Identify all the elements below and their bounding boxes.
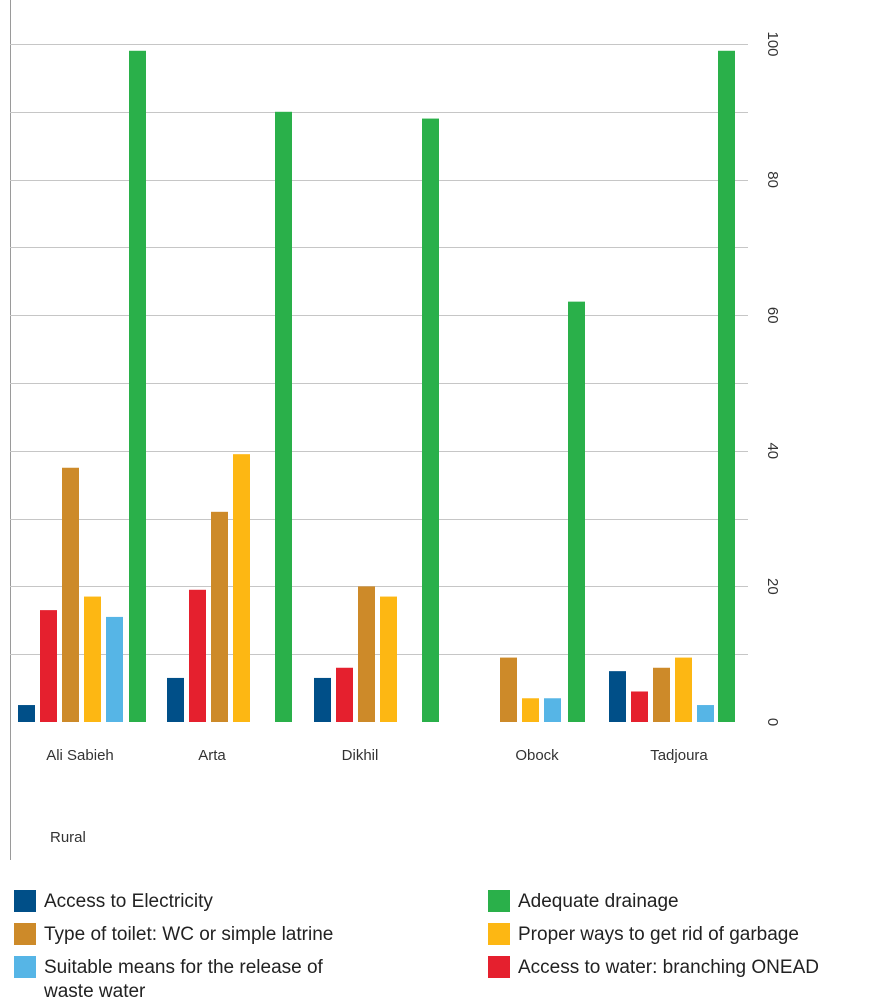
x-tick-label: Tadjoura (650, 747, 708, 764)
bar-adequate-drainage-dikhil (422, 118, 439, 722)
y-tick-label: 80 (764, 171, 781, 188)
legend-label: Suitable means for the release of waste … (44, 957, 323, 1002)
bar-type-of-toilet-wc-or-simple-latrine-dikhil (358, 586, 375, 722)
bar-type-of-toilet-wc-or-simple-latrine-ali-sabieh (62, 467, 79, 722)
bar-access-to-electricity-tadjoura (609, 671, 626, 722)
legend-item-electricity: Access to Electricity (14, 890, 374, 914)
bar-adequate-drainage-tadjoura (718, 50, 735, 722)
legend-item-waste-water: Suitable means for the release of waste … (14, 956, 364, 1004)
bar-access-to-water-branching-onead-dikhil (336, 667, 353, 722)
bar-proper-ways-to-get-rid-of-garbage-tadjoura (675, 657, 692, 722)
bar-access-to-electricity-ali-sabieh (18, 705, 35, 722)
chart-legend: Access to Electricity Type of toilet: WC… (0, 886, 874, 1006)
bar-suitable-means-for-the-release-of-waste-water-tadjoura (697, 705, 714, 722)
bar-proper-ways-to-get-rid-of-garbage-dikhil (380, 596, 397, 722)
bar-suitable-means-for-the-release-of-waste-water-obock (544, 698, 561, 722)
group-label: Rural (50, 829, 86, 846)
bar-suitable-means-for-the-release-of-waste-water-ali-sabieh (106, 616, 123, 722)
bar-access-to-water-branching-onead-tadjoura (631, 691, 648, 722)
legend-label: Type of toilet: WC or simple latrine (44, 924, 334, 945)
legend-item-drainage: Adequate drainage (488, 890, 848, 914)
bar-access-to-water-branching-onead-arta (189, 589, 206, 722)
x-tick-label: Obock (515, 747, 559, 764)
legend-item-garbage: Proper ways to get rid of garbage (488, 923, 848, 947)
x-tick-label: Arta (198, 747, 226, 764)
legend-swatch (488, 890, 510, 912)
bar-adequate-drainage-arta (275, 111, 292, 723)
bar-proper-ways-to-get-rid-of-garbage-obock (522, 698, 539, 722)
x-tick-label: Dikhil (342, 747, 379, 764)
bar-chart: 0 20 40 60 80 100 Ali Sabieh Arta Dikhil Obock Tad… (10, 0, 781, 860)
bar-adequate-drainage-obock (568, 301, 585, 722)
bar-proper-ways-to-get-rid-of-garbage-arta (233, 454, 250, 722)
legend-swatch (14, 956, 36, 978)
legend-label: Proper ways to get rid of garbage (518, 924, 799, 945)
bar-access-to-water-branching-onead-ali-sabieh (40, 610, 57, 722)
legend-swatch (14, 923, 36, 945)
y-tick-label: 40 (764, 442, 781, 459)
bar-access-to-electricity-dikhil (314, 677, 331, 722)
legend-swatch (488, 956, 510, 978)
bar-type-of-toilet-wc-or-simple-latrine-arta (211, 511, 228, 722)
x-tick-label: Ali Sabieh (46, 747, 114, 764)
legend-label: Adequate drainage (518, 891, 679, 912)
bar-proper-ways-to-get-rid-of-garbage-ali-sabieh (84, 596, 101, 722)
bar-type-of-toilet-wc-or-simple-latrine-tadjoura (653, 667, 670, 722)
legend-label: Access to Electricity (44, 891, 213, 912)
bar-type-of-toilet-wc-or-simple-latrine-obock (500, 657, 517, 722)
legend-swatch (14, 890, 36, 912)
legend-label: Access to water: branching ONEAD (518, 957, 819, 978)
y-tick-label: 60 (764, 307, 781, 324)
y-tick-label: 0 (764, 718, 781, 726)
bar-access-to-electricity-arta (167, 677, 184, 722)
legend-swatch (488, 923, 510, 945)
y-tick-label: 100 (764, 31, 781, 56)
legend-item-water: Access to water: branching ONEAD (488, 956, 848, 980)
legend-item-toilet: Type of toilet: WC or simple latrine (14, 923, 374, 947)
bar-adequate-drainage-ali-sabieh (129, 50, 146, 722)
y-tick-label: 20 (764, 578, 781, 595)
